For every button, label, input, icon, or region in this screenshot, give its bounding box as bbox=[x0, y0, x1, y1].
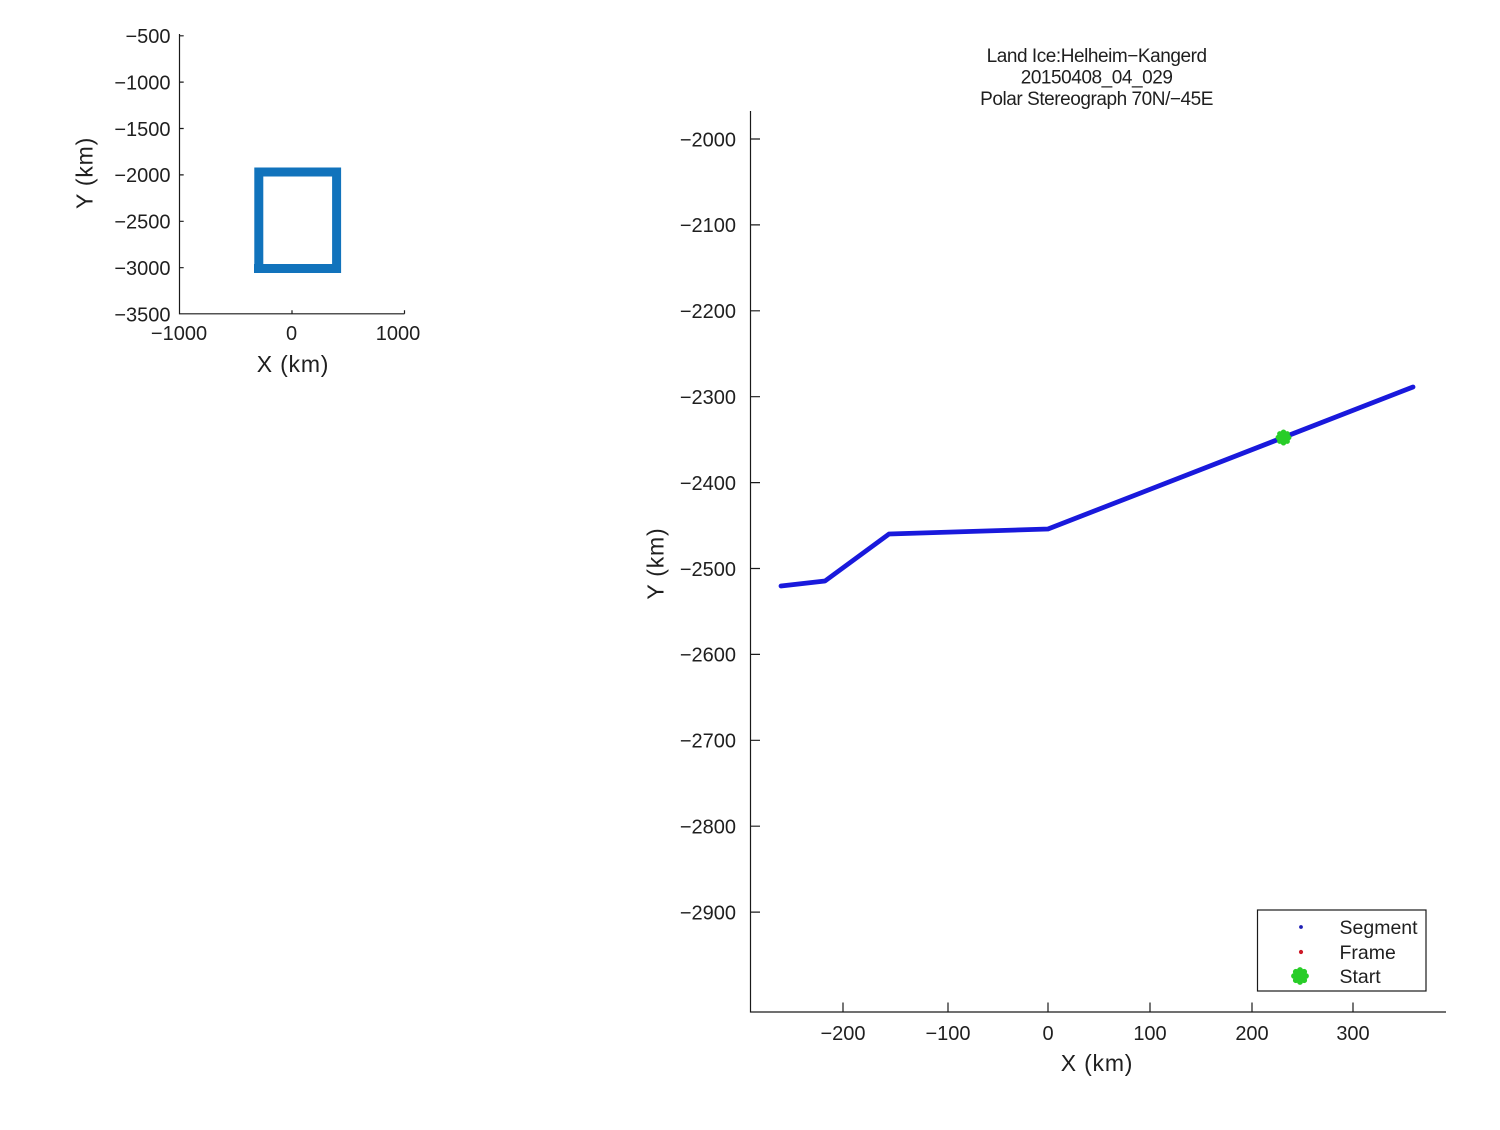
svg-text:−2500: −2500 bbox=[114, 212, 170, 234]
svg-text:−2000: −2000 bbox=[114, 165, 170, 187]
svg-text:X (km): X (km) bbox=[1061, 1050, 1134, 1076]
svg-text:−3500: −3500 bbox=[114, 304, 170, 326]
svg-text:Start: Start bbox=[1340, 966, 1382, 988]
svg-text:200: 200 bbox=[1235, 1023, 1268, 1045]
svg-text:Y (km): Y (km) bbox=[643, 528, 669, 600]
svg-text:−2400: −2400 bbox=[680, 473, 736, 495]
svg-text:Polar Stereograph 70N/−45E: Polar Stereograph 70N/−45E bbox=[980, 89, 1213, 110]
svg-text:Frame: Frame bbox=[1340, 942, 1396, 964]
svg-text:−2300: −2300 bbox=[680, 387, 736, 409]
svg-text:100: 100 bbox=[1133, 1023, 1166, 1045]
svg-text:−2000: −2000 bbox=[680, 129, 736, 151]
svg-text:−500: −500 bbox=[125, 26, 170, 48]
svg-text:Y (km): Y (km) bbox=[71, 137, 97, 209]
svg-text:−100: −100 bbox=[925, 1023, 970, 1045]
svg-text:Segment: Segment bbox=[1340, 917, 1419, 939]
svg-text:−2100: −2100 bbox=[680, 215, 736, 237]
svg-text:0: 0 bbox=[286, 323, 297, 345]
svg-text:−2700: −2700 bbox=[680, 731, 736, 753]
svg-text:−200: −200 bbox=[820, 1023, 865, 1045]
svg-text:−2500: −2500 bbox=[680, 559, 736, 581]
svg-text:−3000: −3000 bbox=[114, 258, 170, 280]
svg-text:−1500: −1500 bbox=[114, 119, 170, 141]
svg-text:0: 0 bbox=[1042, 1023, 1053, 1045]
svg-text:−2600: −2600 bbox=[680, 645, 736, 667]
svg-text:−2800: −2800 bbox=[680, 817, 736, 839]
svg-text:−2900: −2900 bbox=[680, 902, 736, 924]
svg-text:−1000: −1000 bbox=[114, 72, 170, 94]
svg-text:300: 300 bbox=[1336, 1023, 1369, 1045]
svg-text:20150408_04_029: 20150408_04_029 bbox=[1021, 68, 1173, 89]
svg-text:Land Ice:Helheim−Kangerd: Land Ice:Helheim−Kangerd bbox=[987, 46, 1207, 67]
svg-text:X (km): X (km) bbox=[257, 351, 330, 377]
svg-text:−2200: −2200 bbox=[680, 301, 736, 323]
svg-text:−1000: −1000 bbox=[151, 323, 207, 345]
svg-text:1000: 1000 bbox=[376, 323, 421, 345]
